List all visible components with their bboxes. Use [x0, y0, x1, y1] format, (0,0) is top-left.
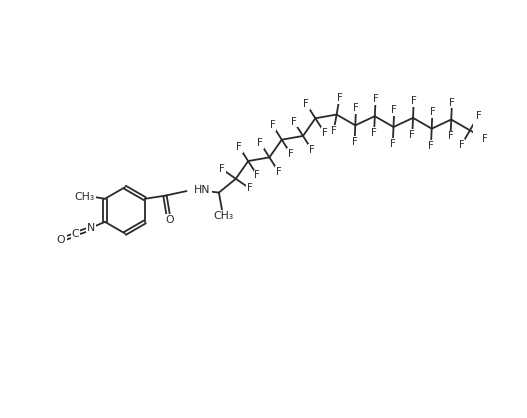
Text: F: F	[371, 128, 377, 138]
Text: F: F	[255, 171, 260, 181]
Text: F: F	[219, 164, 225, 174]
Text: F: F	[430, 107, 435, 117]
Text: CH₃: CH₃	[75, 192, 95, 202]
Text: F: F	[392, 105, 397, 115]
Text: F: F	[236, 142, 242, 152]
Text: CH₃: CH₃	[213, 212, 233, 222]
Text: F: F	[276, 167, 281, 177]
Text: F: F	[257, 138, 263, 148]
Text: F: F	[390, 139, 396, 149]
Text: F: F	[321, 127, 327, 138]
Text: N: N	[87, 223, 95, 233]
Text: F: F	[411, 96, 417, 106]
Text: F: F	[353, 103, 359, 113]
Text: F: F	[449, 98, 455, 107]
Text: F: F	[428, 140, 434, 150]
Text: F: F	[288, 149, 294, 159]
Text: O: O	[165, 215, 174, 225]
Text: F: F	[475, 111, 481, 121]
Text: F: F	[291, 117, 297, 127]
Text: C: C	[72, 229, 80, 239]
Text: F: F	[352, 137, 357, 147]
Text: F: F	[331, 126, 337, 136]
Text: HN: HN	[194, 184, 211, 194]
Text: F: F	[270, 120, 276, 130]
Text: F: F	[247, 184, 252, 194]
Text: F: F	[409, 130, 415, 140]
Text: F: F	[373, 94, 378, 104]
Text: F: F	[337, 93, 343, 103]
Text: F: F	[482, 134, 487, 144]
Text: F: F	[458, 140, 464, 150]
Text: F: F	[309, 145, 315, 155]
Text: O: O	[56, 235, 65, 245]
Text: F: F	[447, 132, 453, 141]
Text: F: F	[304, 99, 309, 109]
